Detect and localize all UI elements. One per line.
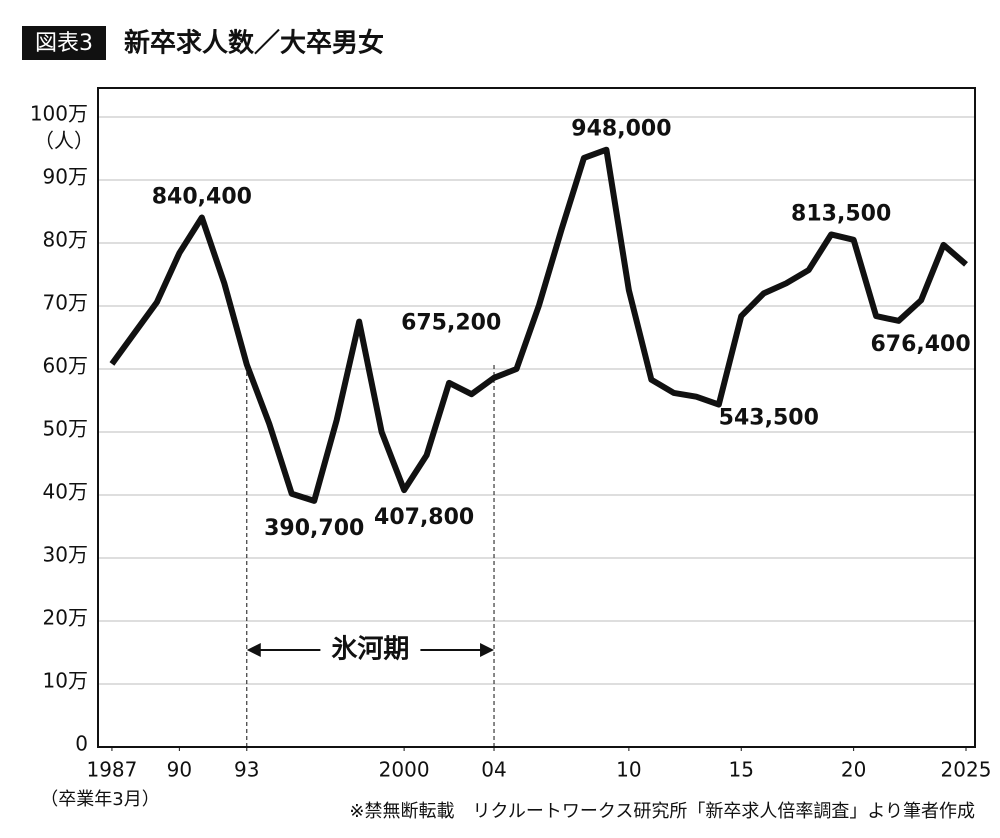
y-tick-label: 40万	[43, 479, 88, 503]
tag-box	[22, 26, 106, 60]
arrow-head	[246, 643, 261, 657]
y-tick-label: 50万	[43, 416, 88, 440]
x-unit: （卒業年3月）	[40, 789, 159, 810]
data-label: 407,800	[374, 505, 474, 530]
y-tick-label: 30万	[43, 542, 88, 566]
arrow-head	[480, 643, 495, 657]
x-tick-label: 90	[167, 758, 192, 782]
data-label: 948,000	[571, 117, 671, 142]
data-line	[109, 146, 968, 504]
plot-frame	[97, 87, 976, 748]
x-tick-label: 2025	[941, 758, 992, 782]
chart-title: 新卒求人数／大卒男女	[124, 28, 384, 59]
x-tick-label: 15	[729, 758, 754, 782]
y-tick-label: 20万	[43, 605, 88, 629]
source: ※禁無断転載 リクルートワークス研究所「新卒求人倍率調査」より筆者作成	[349, 801, 975, 822]
x-tick-label: 04	[481, 758, 506, 782]
data-label: 675,200	[401, 311, 501, 336]
x-tick-label: 1987	[86, 758, 137, 782]
y-tick-label: 80万	[43, 227, 88, 251]
y-tick-label: 70万	[43, 290, 88, 314]
period-label: 氷河期	[331, 635, 409, 665]
tag: 図表3	[35, 31, 93, 56]
data-label: 676,400	[870, 332, 970, 357]
x-tick-label: 10	[616, 758, 641, 782]
x-tick-label: 2000	[379, 758, 430, 782]
data-label: 543,500	[719, 406, 819, 431]
x-tick-label: 93	[234, 758, 259, 782]
y-tick-label: 10万	[43, 668, 88, 692]
x-tick-label: 20	[841, 758, 866, 782]
data-label: 390,700	[264, 516, 364, 541]
data-label: 813,500	[791, 201, 891, 226]
data-label: 840,400	[152, 185, 252, 210]
y-unit: （人）	[34, 129, 94, 153]
y-tick-label: 90万	[43, 164, 88, 188]
y-tick-label: 60万	[43, 353, 88, 377]
y-tick-label: 100万	[30, 101, 88, 125]
y-tick-label: 0	[75, 732, 88, 756]
